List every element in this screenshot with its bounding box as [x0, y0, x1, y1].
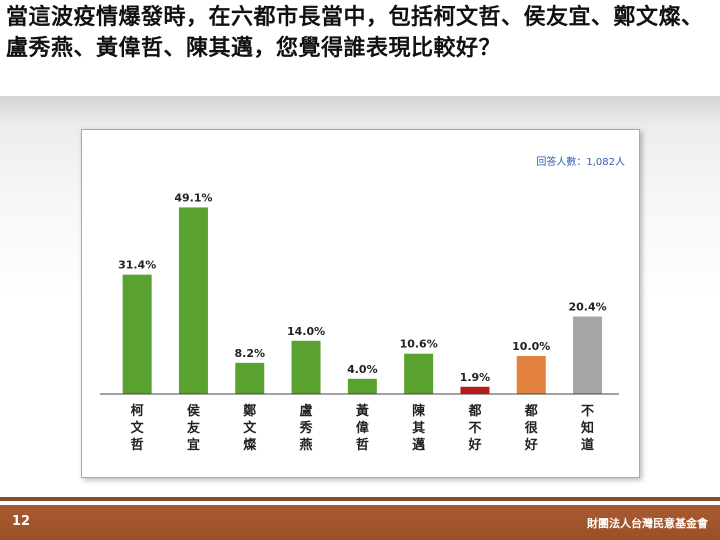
data-label-3: 14.0% [287, 325, 325, 338]
bars-layer: 31.4% 柯文哲 49.1% 侯友宜 8.2% 鄭文燦 14.0% 盧秀燕 4.0% 黃偉哲 10… [118, 191, 607, 453]
bar-2 [235, 362, 265, 394]
bar-7 [516, 356, 546, 394]
data-label-0: 31.4% [118, 259, 156, 272]
chart-panel: 回答人數：1,082人 31.4% 柯文哲 49.1% 侯友宜 8.2% 鄭文燦 14.0%… [81, 129, 640, 478]
page-number: 12 [12, 514, 31, 529]
bar-4 [347, 378, 377, 394]
category-label-2: 鄭文燦 [243, 403, 257, 453]
footer-divider [0, 497, 720, 501]
data-label-8: 20.4% [568, 300, 606, 313]
category-label-8: 不知道 [581, 404, 594, 453]
category-label-1: 侯友宜 [187, 403, 200, 453]
organization-name: 財團法人台灣民意基金會 [587, 517, 708, 530]
category-label-3: 盧秀燕 [299, 403, 314, 453]
category-label-0: 柯文哲 [131, 403, 145, 453]
bar-chart: 31.4% 柯文哲 49.1% 侯友宜 8.2% 鄭文燦 14.0% 盧秀燕 4.0% 黃偉哲 10… [100, 191, 619, 453]
data-label-6: 1.9% [460, 371, 491, 384]
bar-5 [404, 353, 434, 394]
category-label-6: 都不好 [467, 403, 481, 453]
bar-3 [291, 340, 321, 394]
category-label-7: 都很好 [524, 403, 539, 453]
bar-6 [460, 386, 490, 394]
data-label-2: 8.2% [234, 347, 265, 360]
data-label-5: 10.6% [400, 338, 438, 351]
data-label-7: 10.0% [512, 340, 550, 353]
category-label-4: 黃偉哲 [355, 403, 369, 453]
data-label-4: 4.0% [347, 363, 378, 376]
respondents-note: 回答人數：1,082人 [536, 157, 625, 168]
question-title: 當這波疫情爆發時，在六都市長當中，包括柯文哲、侯友宜、鄭文燦、盧秀燕、黃偉哲、陳… [6, 5, 704, 61]
bar-8 [573, 316, 603, 394]
category-label-5: 陳其邁 [412, 403, 426, 453]
bar-0 [122, 274, 152, 394]
data-label-1: 49.1% [174, 191, 212, 204]
bar-1 [178, 207, 208, 394]
footer-bar: 12 財團法人台灣民意基金會 [0, 505, 720, 540]
